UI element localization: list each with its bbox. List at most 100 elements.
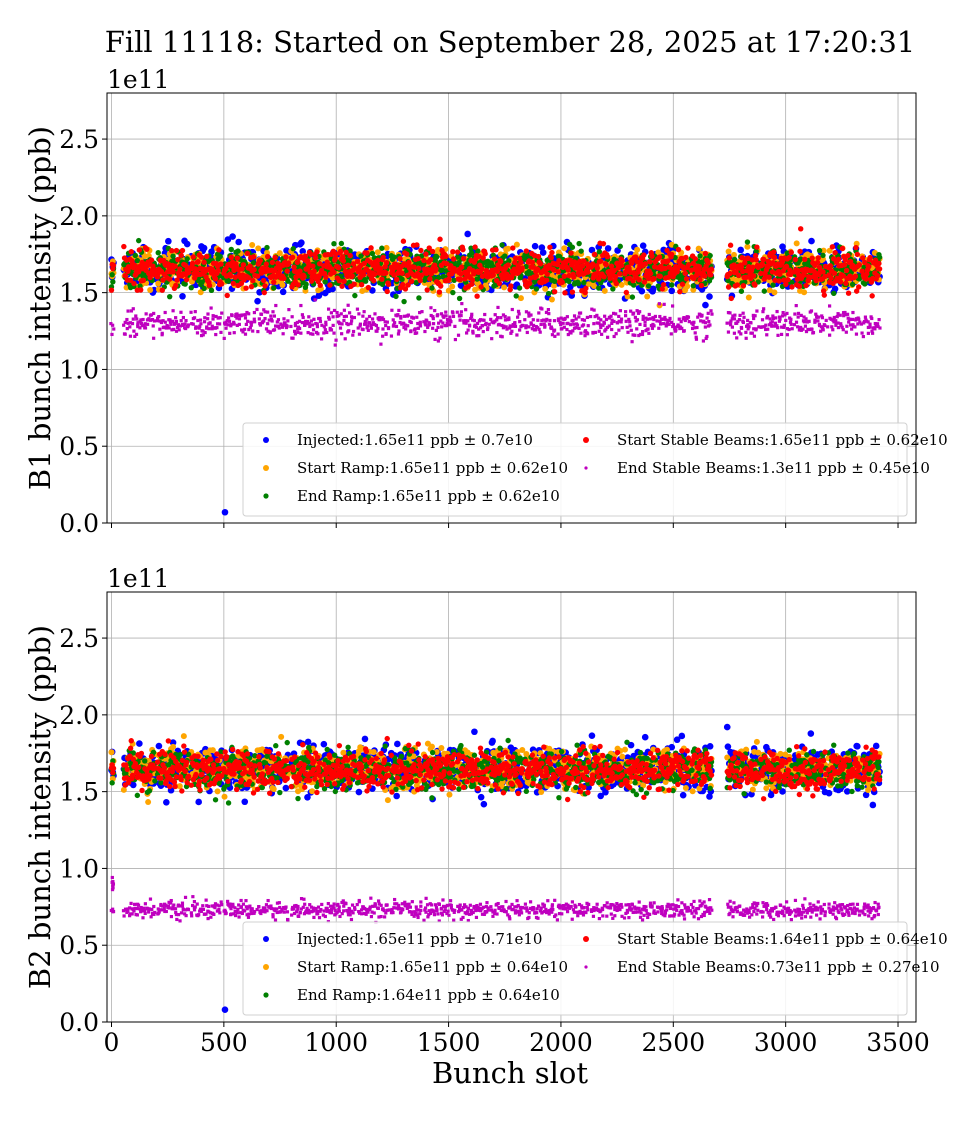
data-point bbox=[643, 261, 648, 266]
data-point bbox=[289, 325, 292, 328]
data-point bbox=[152, 324, 155, 327]
data-point bbox=[241, 262, 246, 267]
data-point bbox=[391, 254, 396, 259]
data-point bbox=[216, 247, 221, 252]
data-point bbox=[311, 333, 314, 336]
data-point bbox=[875, 273, 880, 278]
data-point bbox=[379, 277, 384, 282]
data-point bbox=[286, 260, 291, 265]
data-point bbox=[128, 325, 131, 328]
data-point bbox=[540, 249, 547, 256]
data-point bbox=[573, 314, 576, 317]
data-point bbox=[144, 246, 149, 251]
data-point bbox=[351, 282, 356, 287]
data-point bbox=[384, 260, 389, 265]
data-point bbox=[167, 276, 172, 281]
data-point bbox=[646, 327, 649, 330]
y-offset-text: 1e11 bbox=[107, 65, 170, 94]
data-point bbox=[135, 258, 140, 263]
data-point bbox=[368, 315, 371, 318]
data-point bbox=[380, 255, 385, 260]
data-point bbox=[545, 271, 550, 276]
data-point bbox=[282, 317, 285, 320]
data-point bbox=[195, 259, 200, 264]
data-point bbox=[771, 289, 777, 295]
data-point bbox=[325, 331, 328, 334]
data-point bbox=[523, 318, 526, 321]
data-point bbox=[286, 319, 289, 322]
data-point bbox=[856, 284, 861, 289]
data-point bbox=[583, 286, 588, 291]
data-point bbox=[614, 281, 619, 286]
data-point bbox=[482, 330, 485, 333]
data-point bbox=[449, 320, 452, 323]
data-point bbox=[646, 283, 651, 288]
data-point bbox=[576, 281, 581, 286]
data-point bbox=[144, 326, 147, 329]
data-point bbox=[349, 273, 354, 278]
data-point bbox=[546, 291, 551, 296]
data-point bbox=[553, 335, 556, 338]
data-point bbox=[303, 253, 308, 258]
data-point bbox=[587, 324, 590, 327]
data-point bbox=[601, 241, 606, 246]
data-point bbox=[126, 309, 129, 312]
data-point bbox=[410, 321, 413, 324]
data-point bbox=[419, 321, 422, 324]
data-point bbox=[794, 240, 800, 246]
data-point bbox=[449, 283, 455, 289]
data-point bbox=[174, 248, 179, 253]
data-point bbox=[260, 313, 263, 316]
data-point bbox=[227, 316, 230, 319]
data-point bbox=[353, 316, 356, 319]
data-point bbox=[373, 312, 376, 315]
data-point bbox=[853, 245, 858, 250]
data-point bbox=[428, 322, 431, 325]
data-point bbox=[337, 278, 342, 283]
data-point bbox=[158, 328, 161, 331]
data-point bbox=[649, 253, 654, 258]
data-point bbox=[514, 293, 519, 298]
data-point bbox=[869, 293, 874, 298]
data-point bbox=[345, 263, 350, 268]
data-point bbox=[138, 287, 143, 292]
data-point bbox=[526, 331, 529, 334]
data-point bbox=[548, 319, 551, 322]
data-point bbox=[228, 273, 233, 278]
data-point bbox=[334, 343, 337, 346]
data-point bbox=[249, 242, 255, 248]
data-point bbox=[524, 248, 529, 253]
data-point bbox=[194, 310, 197, 313]
data-point bbox=[836, 257, 841, 262]
data-point bbox=[624, 314, 627, 317]
data-point bbox=[237, 314, 240, 317]
data-point bbox=[520, 265, 525, 270]
y-tick-label: 0.0 bbox=[59, 509, 99, 538]
data-point bbox=[460, 302, 463, 305]
data-point bbox=[204, 331, 207, 334]
data-point bbox=[483, 313, 486, 316]
data-point bbox=[857, 262, 862, 267]
data-point bbox=[671, 304, 674, 307]
data-point bbox=[655, 319, 658, 322]
data-point bbox=[437, 237, 442, 242]
data-point bbox=[651, 276, 656, 281]
data-point bbox=[243, 328, 246, 331]
data-point bbox=[727, 271, 732, 276]
data-point bbox=[534, 286, 539, 291]
data-point bbox=[592, 322, 595, 325]
data-point bbox=[562, 322, 565, 325]
data-point bbox=[595, 314, 598, 317]
data-point bbox=[532, 324, 535, 327]
data-point bbox=[603, 262, 608, 267]
data-point bbox=[697, 253, 702, 258]
data-point bbox=[401, 239, 406, 244]
data-point bbox=[341, 258, 346, 263]
data-point bbox=[206, 312, 209, 315]
data-point bbox=[366, 324, 369, 327]
data-point bbox=[362, 328, 365, 331]
data-point bbox=[226, 278, 231, 283]
data-point bbox=[224, 327, 227, 330]
data-point bbox=[340, 322, 343, 325]
data-point bbox=[169, 248, 174, 253]
